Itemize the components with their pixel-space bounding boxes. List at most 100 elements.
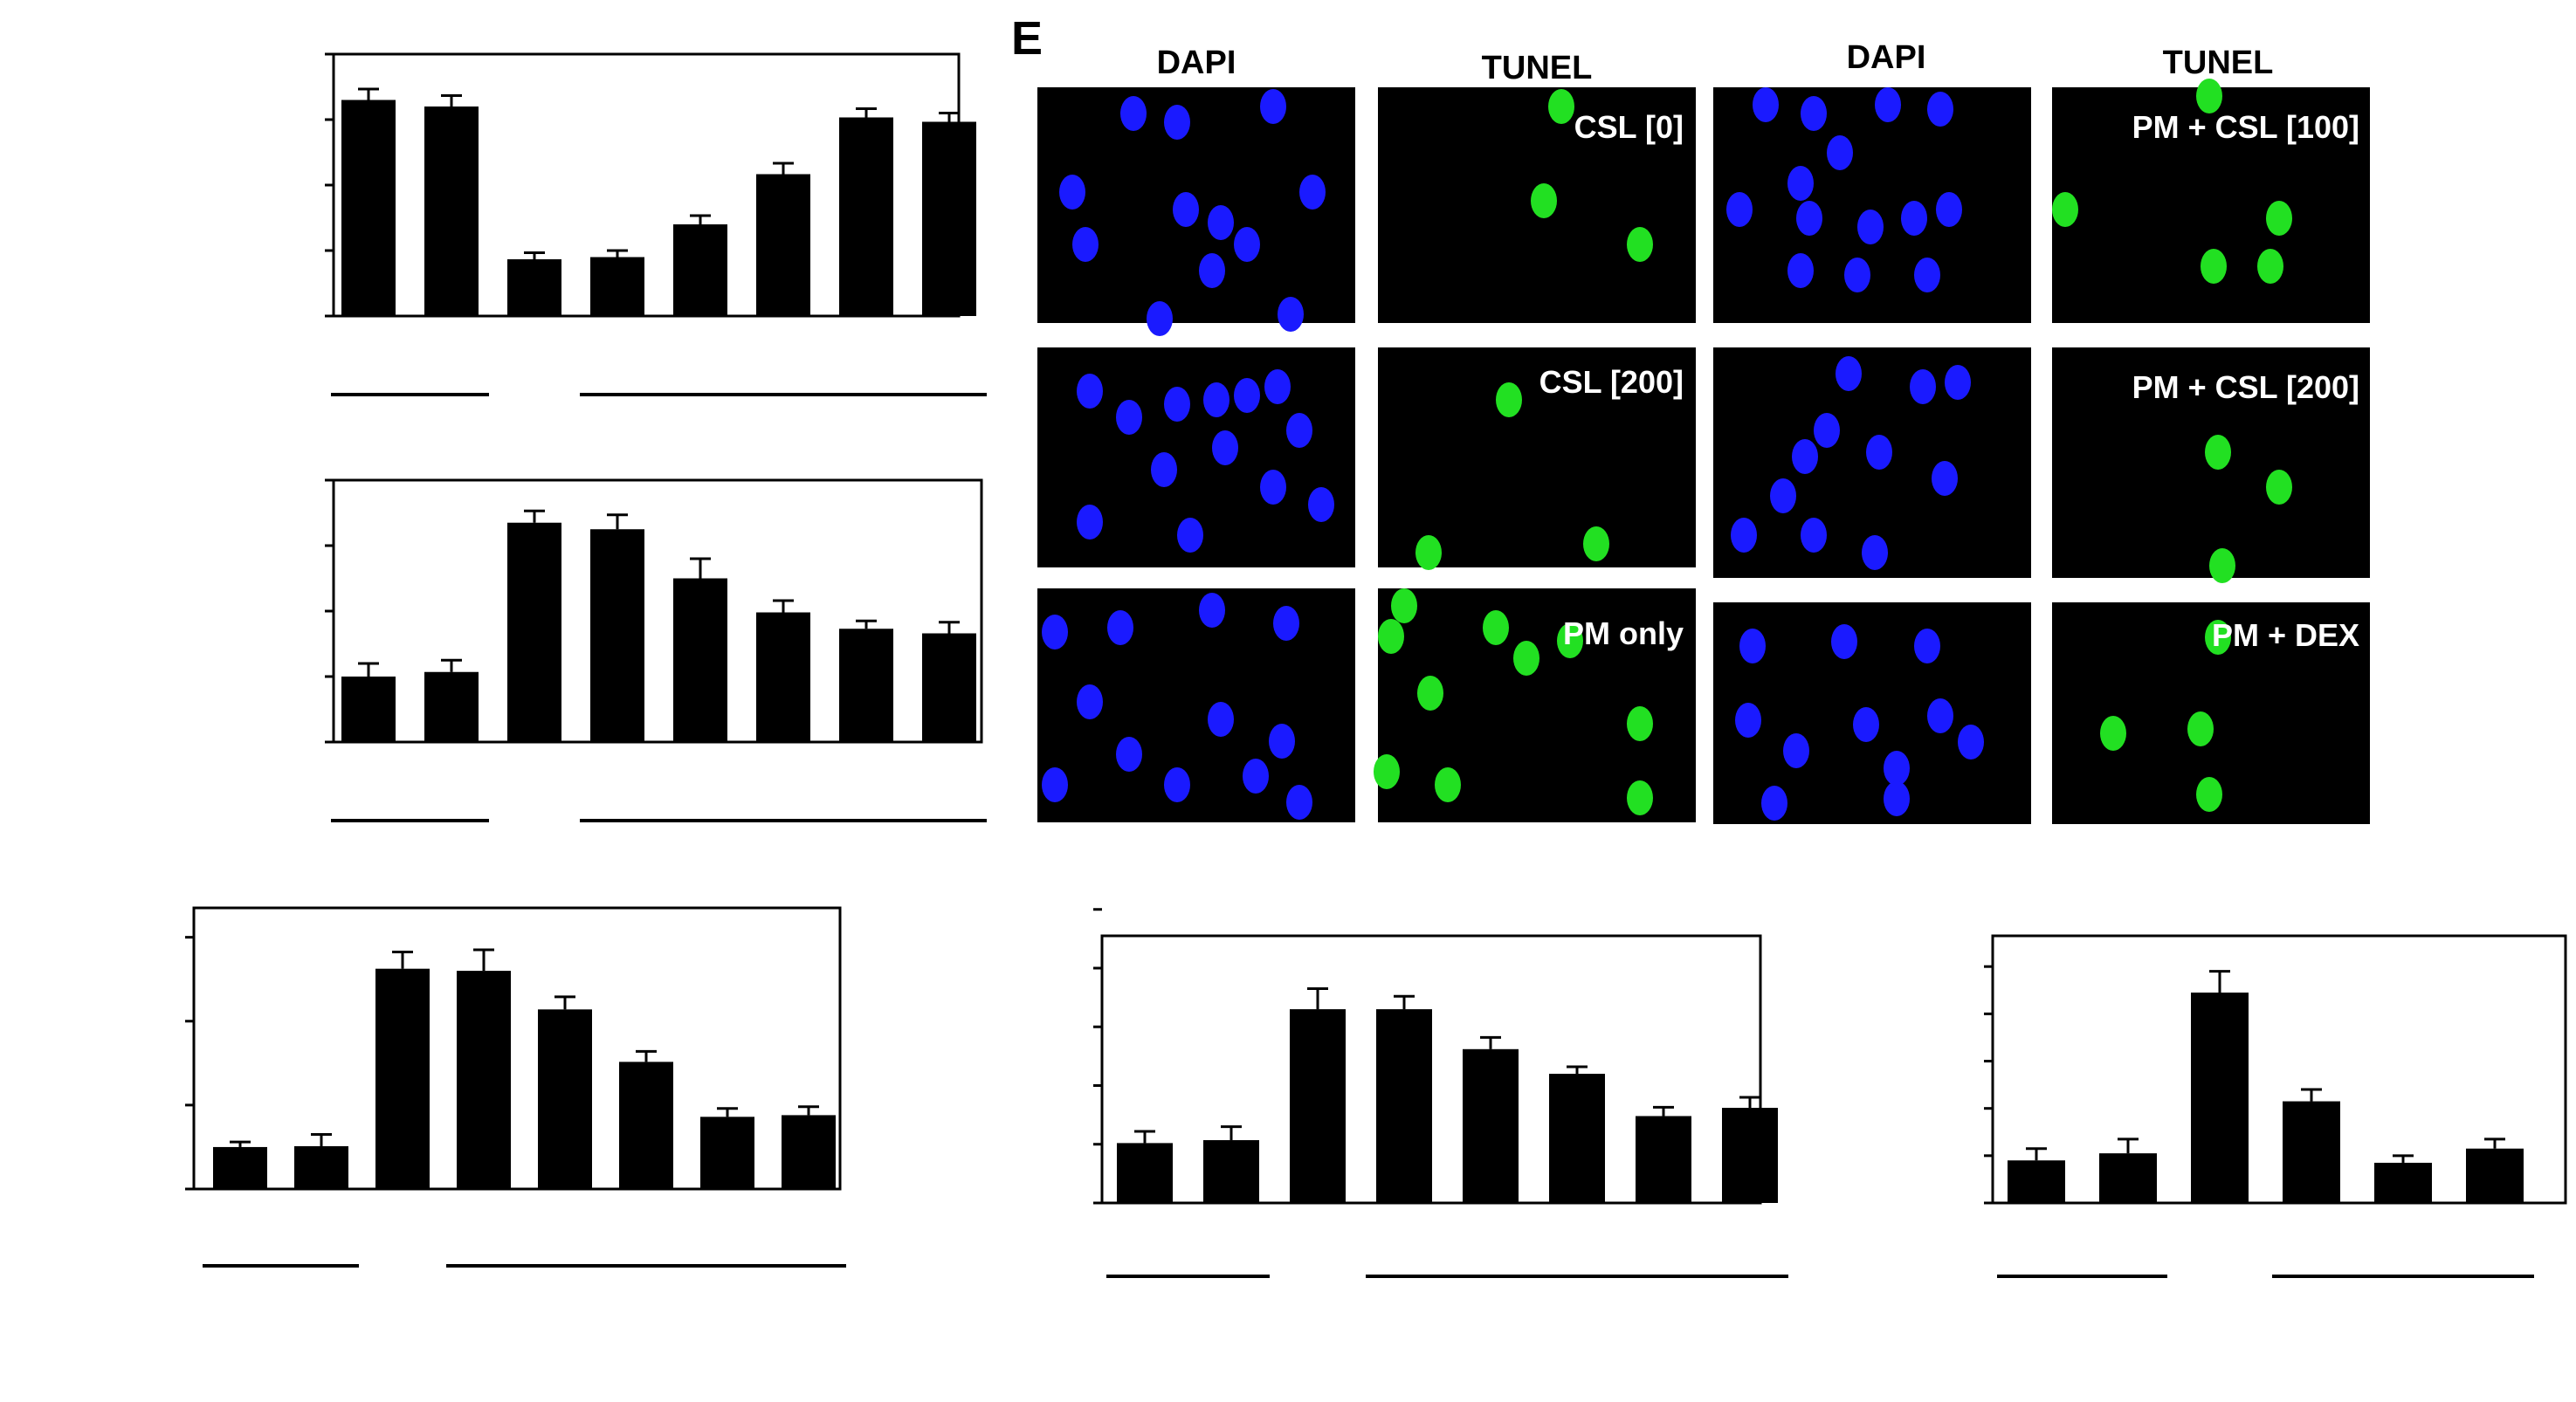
image-label-pm-dex: PM + DEX	[2212, 617, 2359, 653]
cell-nucleus	[1627, 780, 1653, 815]
bar-100	[2283, 1101, 2340, 1203]
cell-nucleus	[1164, 767, 1190, 802]
cell-nucleus	[1735, 703, 1761, 738]
cell-nucleus	[1042, 615, 1068, 649]
cell-nucleus	[1836, 356, 1862, 391]
cell-nucleus	[1378, 619, 1404, 654]
cell-nucleus	[1059, 175, 1085, 210]
cell-nucleus	[1107, 610, 1133, 645]
micrograph-tunel-pm-csl-100	[2052, 87, 2370, 323]
cell-nucleus	[2266, 201, 2292, 236]
cell-nucleus	[1857, 210, 1884, 244]
bar-100	[673, 224, 727, 316]
cell-nucleus	[1796, 201, 1822, 236]
cell-nucleus	[1531, 183, 1557, 218]
panel-letter-e: E	[1011, 12, 1043, 65]
bar-200	[839, 629, 893, 742]
bar-200	[1203, 1140, 1259, 1203]
plot-frame	[192, 906, 842, 1191]
bar-0	[2008, 1160, 2065, 1203]
cell-nucleus	[2201, 249, 2227, 284]
bar-200	[2374, 1162, 2432, 1203]
cell-nucleus	[1234, 227, 1260, 262]
cell-nucleus	[1827, 135, 1853, 170]
bar-pm	[375, 968, 430, 1189]
cell-nucleus	[1901, 201, 1927, 236]
cell-nucleus	[1731, 518, 1757, 553]
cell-nucleus	[1787, 166, 1814, 201]
bar-pm	[1290, 1009, 1346, 1203]
cell-nucleus	[1199, 253, 1225, 288]
bar-dex	[1722, 1108, 1778, 1203]
cell-nucleus	[1286, 785, 1312, 820]
cell-nucleus	[1853, 707, 1879, 742]
cell-nucleus	[1814, 413, 1840, 448]
cell-nucleus	[1415, 535, 1442, 570]
cell-nucleus	[1875, 87, 1901, 122]
cell-nucleus	[1299, 175, 1326, 210]
cell-nucleus	[2209, 548, 2235, 583]
cell-nucleus	[1234, 378, 1260, 413]
cell-nucleus	[1208, 702, 1234, 737]
cell-nucleus	[1792, 439, 1818, 474]
bar-150	[1549, 1074, 1605, 1203]
bar-200	[424, 107, 479, 316]
panel-e-microscopy: E DAPI TUNEL DAPI TUNEL CSL [0] CSL [200…	[1011, 12, 2370, 824]
bar-pm	[507, 522, 561, 742]
bar-dex	[922, 633, 976, 742]
cell-nucleus	[2187, 711, 2214, 746]
cell-nucleus	[1945, 365, 1971, 400]
bar-pm	[2191, 992, 2249, 1203]
cell-nucleus	[2257, 249, 2283, 284]
cell-nucleus	[1557, 623, 1583, 658]
bar-50	[1376, 1009, 1432, 1203]
cell-nucleus	[1787, 253, 1814, 288]
cell-nucleus	[1761, 786, 1787, 821]
cell-nucleus	[1147, 301, 1173, 336]
cell-nucleus	[1884, 751, 1910, 786]
cell-nucleus	[1801, 96, 1827, 131]
cell-nucleus	[1932, 461, 1958, 496]
cell-nucleus	[1077, 684, 1103, 719]
cell-nucleus	[1278, 297, 1304, 332]
bar-dex	[782, 1115, 836, 1189]
cell-nucleus	[1483, 610, 1509, 645]
bar-200	[700, 1117, 754, 1189]
nuclei-layer	[1042, 79, 2292, 821]
cell-nucleus	[1770, 478, 1796, 513]
bar-0	[1117, 1143, 1173, 1203]
bar-200	[1636, 1116, 1691, 1203]
bar-100	[1463, 1048, 1519, 1203]
cell-nucleus	[1264, 369, 1291, 404]
cell-nucleus	[1199, 593, 1225, 628]
cell-nucleus	[1726, 192, 1753, 227]
column-header-dapi-1: DAPI	[1157, 45, 1236, 81]
cell-nucleus	[1260, 89, 1286, 124]
column-header-tunel-1: TUNEL	[1482, 50, 1593, 86]
column-header-dapi-2: DAPI	[1847, 39, 1926, 76]
chart-panel-b	[325, 478, 987, 822]
cell-nucleus	[1116, 737, 1142, 772]
cell-nucleus	[1260, 470, 1286, 505]
bar-100	[673, 578, 727, 742]
bar-dex	[922, 121, 976, 316]
cell-nucleus	[1844, 258, 1870, 292]
cell-nucleus	[1884, 781, 1910, 816]
plot-frame	[1991, 934, 2567, 1205]
cell-nucleus	[1914, 629, 1940, 663]
bar-200	[294, 1145, 348, 1189]
cell-nucleus	[1627, 706, 1653, 741]
cell-nucleus	[1077, 374, 1103, 409]
bar-50	[457, 971, 511, 1189]
chart-panel-d	[1093, 908, 1788, 1278]
chart-panel-f	[1984, 934, 2567, 1278]
cell-nucleus	[1435, 767, 1461, 802]
bar-0	[341, 677, 396, 742]
cell-nucleus	[1151, 452, 1177, 487]
image-label-pm-only: PM only	[1563, 615, 1684, 651]
bar-150	[756, 612, 810, 742]
cell-nucleus	[1927, 92, 1953, 127]
cell-nucleus	[2266, 470, 2292, 505]
